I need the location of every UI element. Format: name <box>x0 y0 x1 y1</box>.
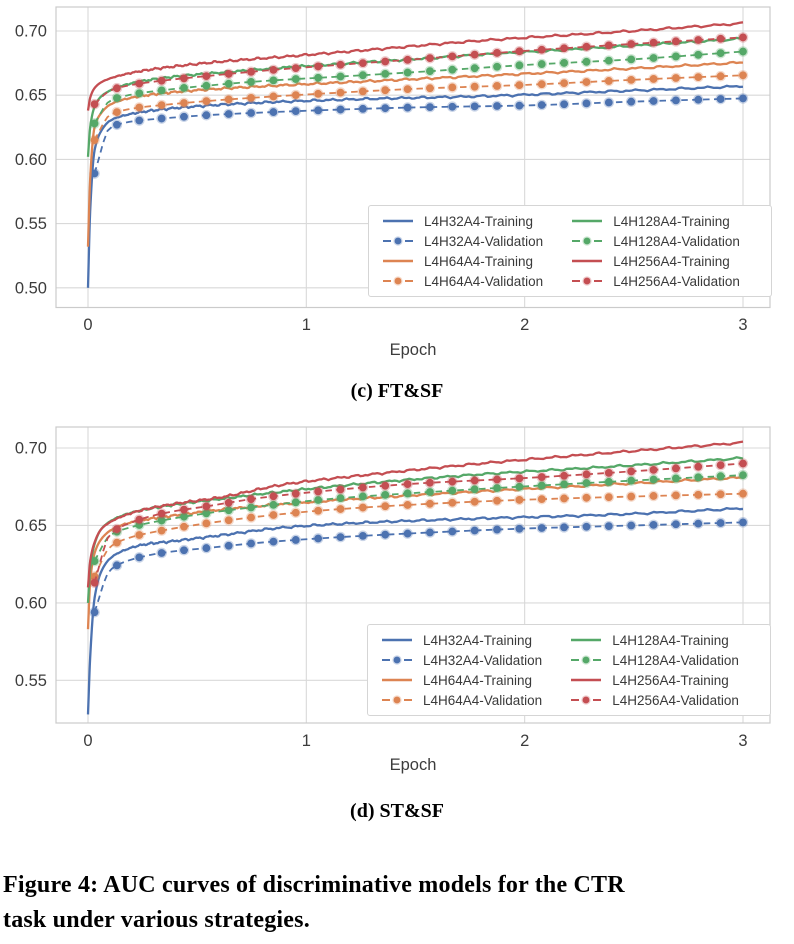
legend-line-icon <box>383 219 413 223</box>
legend-item-label: L4H256A4-Training <box>613 253 730 269</box>
subcaption-c: (c) FT&SF <box>350 380 444 402</box>
legend-item-label: L4H128A4-Validation <box>612 652 739 668</box>
legend-dash-dot-icon <box>382 695 412 705</box>
subcaption-d: (d) ST&SF <box>350 800 444 822</box>
legend-item: L4H32A4-Validation <box>380 650 561 670</box>
legend-item-label: L4H128A4-Training <box>612 632 729 648</box>
legend-item: L4H256A4-Validation <box>570 271 759 291</box>
series-L4H32A4-Validation <box>89 93 749 179</box>
legend-line-icon <box>382 638 412 642</box>
series-L4H256A4-Training <box>86 440 744 588</box>
x-tick-label: 0 <box>83 732 92 750</box>
y-tick-label: 0.65 <box>15 87 47 105</box>
x-tick-label: 2 <box>520 732 529 750</box>
x-tick-label: 1 <box>302 732 311 750</box>
series-L4H32A4-Training <box>86 506 744 715</box>
x-axis-label: Epoch <box>390 341 437 359</box>
legend-line-icon <box>572 219 603 223</box>
legend-dash-dot-icon <box>383 276 413 286</box>
legend-item: L4H256A4-Training <box>569 670 758 690</box>
x-tick-label: 3 <box>738 316 747 334</box>
y-tick-label: 0.60 <box>15 594 47 612</box>
series-L4H64A4-Validation <box>89 69 749 146</box>
y-tick-label: 0.70 <box>15 23 47 41</box>
x-tick-label: 1 <box>302 316 311 334</box>
legend-item-label: L4H32A4-Training <box>423 632 533 648</box>
legend-line-icon <box>571 638 602 642</box>
legend-item: L4H128A4-Validation <box>570 231 759 251</box>
chart-d-legend: L4H32A4-Training L4H32A4-Validation L4H64A… <box>367 624 771 716</box>
legend-item-label: L4H64A4-Training <box>423 672 533 688</box>
series-L4H128A4-Validation <box>89 46 749 129</box>
legend-item: L4H32A4-Training <box>380 630 561 650</box>
y-tick-label: 0.65 <box>15 517 47 535</box>
legend-line-icon <box>382 678 412 682</box>
legend-item-label: L4H64A4-Validation <box>423 692 543 708</box>
legend-item-label: L4H64A4-Validation <box>424 273 544 289</box>
chart-c-legend: L4H32A4-Training L4H32A4-Validation L4H64A… <box>368 205 772 297</box>
legend-item: L4H128A4-Training <box>569 630 758 650</box>
series-L4H64A4-Validation <box>89 488 749 582</box>
y-tick-label: 0.55 <box>15 215 47 233</box>
figure-caption: Figure 4: AUC curves of discriminative m… <box>3 868 791 938</box>
series-L4H64A4-Training <box>86 60 743 247</box>
legend-dash-dot-icon <box>382 655 412 665</box>
legend-dash-dot-icon <box>572 236 603 246</box>
series-L4H32A4-Validation <box>89 517 749 618</box>
legend-dash-dot-icon <box>571 695 602 705</box>
legend-item: L4H256A4-Training <box>570 251 759 271</box>
legend-item: L4H32A4-Training <box>381 211 562 231</box>
legend-item-label: L4H128A4-Training <box>613 213 730 229</box>
legend-line-icon <box>383 259 413 263</box>
y-tick-label: 0.55 <box>15 672 47 690</box>
legend-dash-dot-icon <box>572 276 603 286</box>
y-tick-label: 0.70 <box>15 440 47 458</box>
x-tick-label: 3 <box>738 732 747 750</box>
legend-item-label: L4H64A4-Training <box>424 253 534 269</box>
x-tick-label: 2 <box>520 316 529 334</box>
legend-item-label: L4H32A4-Validation <box>424 233 544 249</box>
legend-line-icon <box>572 259 603 263</box>
legend-line-icon <box>571 678 602 682</box>
series-L4H128A4-Validation <box>89 469 749 567</box>
legend-item-label: L4H128A4-Validation <box>613 233 740 249</box>
x-tick-label: 0 <box>83 316 92 334</box>
series-L4H64A4-Training <box>86 475 744 630</box>
series-L4H256A4-Validation <box>89 458 749 589</box>
x-axis-label: Epoch <box>390 756 437 774</box>
series-L4H256A4-Validation <box>89 32 749 110</box>
series-L4H128A4-Training <box>86 36 744 158</box>
series-L4H256A4-Training <box>86 21 744 112</box>
legend-item: L4H64A4-Validation <box>380 690 561 710</box>
chart-d-plot: 0.70 0.65 0.60 0.55 0 1 2 3 Epoch <box>15 426 771 774</box>
legend-item: L4H64A4-Training <box>380 670 561 690</box>
legend-item-label: L4H32A4-Validation <box>423 652 543 668</box>
legend-item: L4H32A4-Validation <box>381 231 562 251</box>
legend-item: L4H64A4-Validation <box>381 271 562 291</box>
figure-caption-line2: task under various strategies. <box>3 907 310 933</box>
legend-item-label: L4H256A4-Training <box>612 672 729 688</box>
figure-caption-line1: Figure 4: AUC curves of discriminative m… <box>3 872 625 898</box>
series-L4H32A4-Training <box>86 84 744 288</box>
legend-item: L4H64A4-Training <box>381 251 562 271</box>
legend-item: L4H256A4-Validation <box>569 690 758 710</box>
legend-item: L4H128A4-Validation <box>569 650 758 670</box>
legend-dash-dot-icon <box>383 236 413 246</box>
legend-item-label: L4H256A4-Validation <box>613 273 740 289</box>
legend-item-label: L4H256A4-Validation <box>612 692 739 708</box>
y-tick-label: 0.60 <box>15 151 47 169</box>
legend-item-label: L4H32A4-Training <box>424 213 534 229</box>
y-tick-label: 0.50 <box>15 279 47 297</box>
legend-item: L4H128A4-Training <box>570 211 759 231</box>
legend-dash-dot-icon <box>571 655 602 665</box>
chart-c-plot: 0.70 0.65 0.60 0.55 0.50 0 1 2 3 Epoch <box>15 6 771 359</box>
